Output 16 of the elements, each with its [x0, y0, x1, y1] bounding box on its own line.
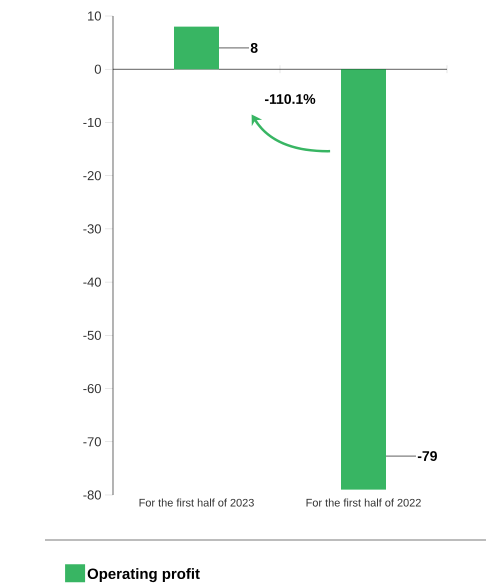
y-tick-label: 0 [94, 64, 101, 74]
legend-label: Operating profit [88, 568, 200, 582]
y-tick-label: -30 [83, 224, 101, 234]
y-tick-label: -40 [83, 278, 101, 287]
x-tick-label: For the first half of 2022 [306, 498, 421, 507]
y-tick-label: -60 [83, 384, 101, 394]
y-tick-label: -10 [83, 118, 101, 128]
data-label: 8 [250, 42, 258, 53]
y-tick-label: 10 [88, 11, 101, 21]
data-label: -79 [418, 451, 437, 461]
y-tick-label: -70 [83, 437, 101, 446]
y-tick-label: -80 [83, 490, 101, 500]
y-tick-label: -20 [83, 171, 101, 180]
y-tick-label: -50 [83, 330, 101, 340]
x-tick-label: For the first half of 2023 [140, 498, 254, 507]
annotation: -110.1% [264, 94, 316, 104]
